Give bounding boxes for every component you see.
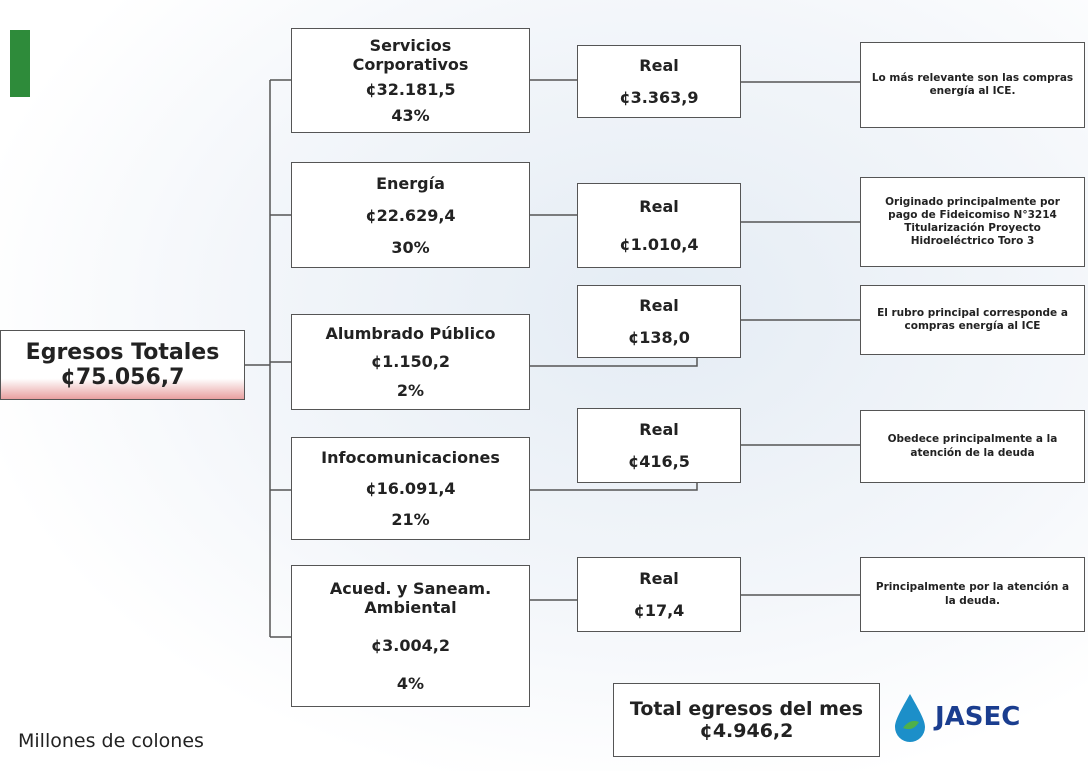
branch-name: Servicios Corporativos bbox=[352, 36, 469, 75]
root-amount: ¢75.056,7 bbox=[60, 365, 185, 390]
note-box: Lo más relevante son las compras energía… bbox=[860, 42, 1085, 128]
root-box: Egresos Totales ¢75.056,7 bbox=[0, 330, 245, 400]
branch-amount: ¢3.004,2 bbox=[371, 635, 450, 655]
branch-name: Energía bbox=[376, 173, 445, 193]
logo-drop bbox=[895, 694, 925, 742]
branch-name: Alumbrado Público bbox=[325, 323, 496, 343]
real-label: Real bbox=[639, 197, 679, 217]
real-box: Real ¢1.010,4 bbox=[577, 183, 741, 268]
green-accent bbox=[10, 30, 30, 97]
real-box: Real ¢416,5 bbox=[577, 408, 741, 483]
branch-box: Acued. y Saneam. Ambiental ¢3.004,2 4% bbox=[291, 565, 530, 707]
total-box: Total egresos del mes ¢4.946,2 bbox=[613, 683, 880, 757]
note-box: Principalmente por la atención a la deud… bbox=[860, 557, 1085, 632]
note-box: El rubro principal corresponde a compras… bbox=[860, 285, 1085, 355]
branch-percent: 21% bbox=[391, 510, 430, 529]
real-label: Real bbox=[639, 56, 679, 76]
real-box: Real ¢138,0 bbox=[577, 285, 741, 358]
real-amount: ¢17,4 bbox=[633, 601, 685, 621]
real-amount: ¢3.363,9 bbox=[619, 87, 699, 107]
real-box: Real ¢3.363,9 bbox=[577, 45, 741, 118]
logo: JASEC bbox=[893, 692, 1020, 742]
branch-percent: 4% bbox=[396, 673, 425, 693]
branch-amount: ¢1.150,2 bbox=[371, 352, 450, 372]
branch-percent: 30% bbox=[391, 237, 430, 257]
note-box: Originado principalmente por pago de Fid… bbox=[860, 177, 1085, 267]
real-label: Real bbox=[639, 568, 679, 588]
branch-box: Alumbrado Público ¢1.150,2 2% bbox=[291, 314, 530, 410]
real-label: Real bbox=[639, 419, 679, 439]
real-amount: ¢1.010,4 bbox=[619, 234, 699, 254]
branch-percent: 2% bbox=[396, 381, 425, 401]
root-title: Egresos Totales bbox=[25, 340, 220, 365]
logo-text: JASEC bbox=[935, 702, 1021, 732]
branch-amount: ¢16.091,4 bbox=[365, 479, 456, 498]
real-amount: ¢138,0 bbox=[628, 327, 690, 347]
total-amount: ¢4.946,2 bbox=[699, 720, 794, 742]
real-amount: ¢416,5 bbox=[628, 452, 690, 472]
total-label: Total egresos del mes bbox=[629, 698, 864, 720]
branch-name: Acued. y Saneam. Ambiental bbox=[329, 579, 492, 618]
branch-amount: ¢22.629,4 bbox=[365, 205, 456, 225]
branch-box: Energía ¢22.629,4 30% bbox=[291, 162, 530, 268]
footer: Millones de colones bbox=[18, 730, 204, 752]
branch-amount: ¢32.181,5 bbox=[365, 80, 456, 100]
note-box: Obedece principalmente a la atención de … bbox=[860, 410, 1085, 483]
branch-percent: 43% bbox=[391, 105, 430, 125]
branch-box: Servicios Corporativos ¢32.181,5 43% bbox=[291, 28, 530, 133]
branch-name: Infocomunicaciones bbox=[321, 448, 500, 467]
real-box: Real ¢17,4 bbox=[577, 557, 741, 632]
real-label: Real bbox=[639, 296, 679, 316]
branch-box: Infocomunicaciones ¢16.091,4 21% bbox=[291, 437, 530, 540]
